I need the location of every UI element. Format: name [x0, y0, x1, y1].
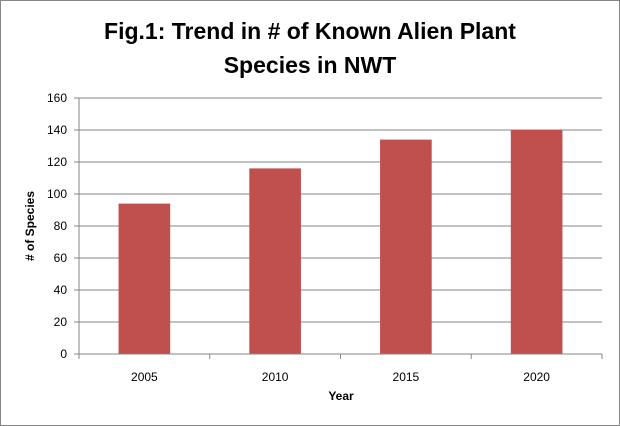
x-tick-label-2020: 2020	[523, 370, 550, 384]
bar-2020	[510, 130, 563, 354]
y-tick-label: 0	[60, 347, 67, 361]
bar-2015	[380, 139, 432, 354]
y-tick-label: 20	[54, 315, 68, 329]
x-tick-label-2015: 2015	[393, 370, 420, 384]
y-tick-labels: 0 20 40 60 80 100 120 140 160	[47, 91, 67, 361]
bar-2005	[118, 203, 171, 354]
y-axis-title: # of Species	[23, 191, 37, 261]
y-tick-label: 160	[47, 91, 67, 105]
bar-2010	[249, 168, 301, 354]
x-tick-labels: 2005 2010 2015 2020	[78, 354, 603, 384]
y-tick-label: 140	[47, 123, 67, 137]
bars	[118, 130, 563, 354]
y-tick-label: 100	[47, 187, 67, 201]
x-tick-label-2005: 2005	[131, 370, 158, 384]
chart-title: Fig.1: Trend in # of Known Alien Plant S…	[0, 14, 620, 82]
chart-title-line-2: Species in NWT	[223, 52, 397, 78]
y-tick-label: 120	[47, 155, 67, 169]
x-axis-title: Year	[328, 389, 354, 403]
y-tick-label: 80	[54, 219, 68, 233]
y-tick-label: 40	[54, 283, 68, 297]
x-tick-label-2010: 2010	[262, 370, 289, 384]
y-tick-label: 60	[54, 251, 68, 265]
chart-title-line-1: Fig.1: Trend in # of Known Alien Plant	[104, 18, 516, 44]
